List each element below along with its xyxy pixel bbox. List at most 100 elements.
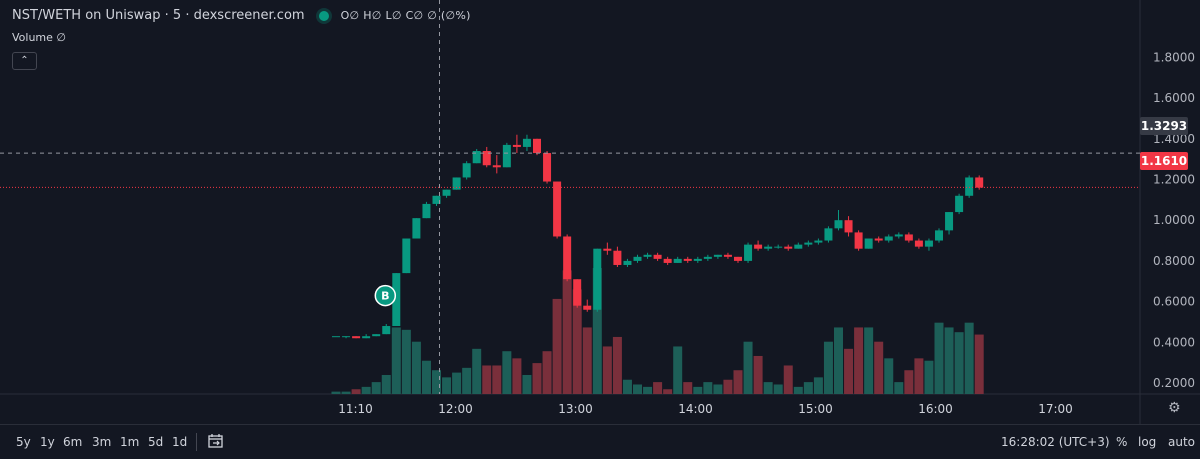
volume-bar <box>502 351 512 394</box>
candle-body <box>623 260 632 265</box>
crosshair-price-tag: 1.3293 <box>1140 117 1188 135</box>
candle <box>874 236 883 243</box>
candle <box>512 134 521 154</box>
candle-body <box>553 181 562 237</box>
candle <box>824 226 833 243</box>
candle-body <box>633 256 642 261</box>
candle-body <box>452 177 461 190</box>
volume-bar <box>592 268 602 394</box>
volume-bar <box>452 372 462 394</box>
candle-body <box>422 203 431 219</box>
auto-scale-button[interactable]: auto <box>1168 435 1196 449</box>
candle-body <box>492 165 501 168</box>
candle-body <box>332 336 340 338</box>
volume-bar <box>743 341 753 394</box>
volume-bar <box>653 382 663 394</box>
volume-bar <box>371 382 381 394</box>
candle-body <box>593 248 602 310</box>
candle <box>764 244 773 251</box>
candle-body <box>372 334 381 337</box>
candle <box>854 230 863 251</box>
candle-body <box>914 240 923 247</box>
candle <box>663 256 672 265</box>
price-chart[interactable]: B 0.2000 0.4000 0.6000 0.8000 1.0000 1.2000 1.… <box>0 0 1200 424</box>
candle-body <box>784 246 793 249</box>
range-5y-button[interactable]: 5y <box>16 435 31 449</box>
candle <box>392 273 401 327</box>
candle <box>352 336 361 339</box>
candle <box>945 212 954 235</box>
candle <box>894 232 903 239</box>
percent-scale-button[interactable]: % <box>1116 435 1128 449</box>
range-3m-button[interactable]: 3m <box>92 435 112 449</box>
price-tick-label: 1.2000 <box>1153 173 1195 187</box>
candle-body <box>874 238 883 241</box>
candle-body <box>854 232 863 249</box>
gear-icon[interactable]: ⚙ <box>1168 400 1181 416</box>
candle-body <box>613 250 622 265</box>
volume-bar <box>462 367 472 394</box>
range-1m-button[interactable]: 1m <box>120 435 140 449</box>
volume-bar <box>723 379 733 394</box>
candle-body <box>573 279 582 306</box>
candle <box>683 256 692 263</box>
candle <box>402 238 411 274</box>
volume-bar <box>894 382 904 394</box>
candle-body <box>814 240 823 243</box>
volume-bar <box>522 374 532 394</box>
candle <box>613 246 622 268</box>
volume-bar <box>542 351 552 394</box>
range-5d-button[interactable]: 5d <box>148 435 164 449</box>
volume-bar <box>432 370 441 394</box>
candle-body <box>924 240 933 247</box>
candle <box>342 336 351 339</box>
volume-bar <box>582 327 592 394</box>
candle-body <box>713 254 722 257</box>
candle <box>844 216 853 237</box>
last-price-tag: 1.1610 <box>1140 152 1188 170</box>
volume-bar <box>572 289 582 394</box>
time-tick-label: 17:00 <box>1038 402 1073 416</box>
volume-bar <box>421 360 431 394</box>
range-1d-button[interactable]: 1d <box>172 435 188 449</box>
candle-body <box>945 212 954 231</box>
volume-bar <box>411 341 421 394</box>
candle-body <box>884 236 893 241</box>
range-1y-button[interactable]: 1y <box>40 435 55 449</box>
candle <box>673 256 682 263</box>
volume-bar <box>512 358 522 394</box>
clock-display: 16:28:02 (UTC+3) <box>1001 435 1110 449</box>
candle-body <box>583 305 592 310</box>
price-tick-label: 0.8000 <box>1153 254 1195 268</box>
candle-body <box>522 138 531 147</box>
candle-body <box>653 254 662 259</box>
time-tick-label: 15:00 <box>798 402 833 416</box>
volume-bar <box>532 363 542 394</box>
volume-bar <box>472 348 482 394</box>
candle <box>362 334 371 339</box>
candle-body <box>663 258 672 263</box>
chart-overlays: B <box>0 0 1140 394</box>
candle-body <box>864 238 873 249</box>
candle-body <box>432 195 441 204</box>
candle-body <box>723 254 732 257</box>
candle <box>814 238 823 245</box>
candle-body <box>904 234 913 241</box>
chevron-up-icon[interactable]: ⌃ <box>12 52 37 70</box>
candle-body <box>734 256 742 261</box>
candle <box>754 240 763 251</box>
range-6m-button[interactable]: 6m <box>63 435 83 449</box>
candle <box>372 334 381 337</box>
candle <box>472 148 481 164</box>
candle-body <box>744 244 753 261</box>
price-tick-label: 1.0000 <box>1153 213 1195 227</box>
candle-body <box>533 138 541 154</box>
volume-bar <box>823 341 833 394</box>
bottom-toolbar: 5y 1y 6m 3m 1m 5d 1d 16:28:02 (UTC+3) % … <box>0 424 1200 459</box>
volume-bar <box>713 384 723 394</box>
volume-bar <box>854 327 864 394</box>
volume-bar <box>884 358 894 394</box>
volume-bar <box>552 298 562 394</box>
calendar-arrow-icon[interactable] <box>207 433 225 452</box>
log-scale-button[interactable]: log <box>1138 435 1157 449</box>
